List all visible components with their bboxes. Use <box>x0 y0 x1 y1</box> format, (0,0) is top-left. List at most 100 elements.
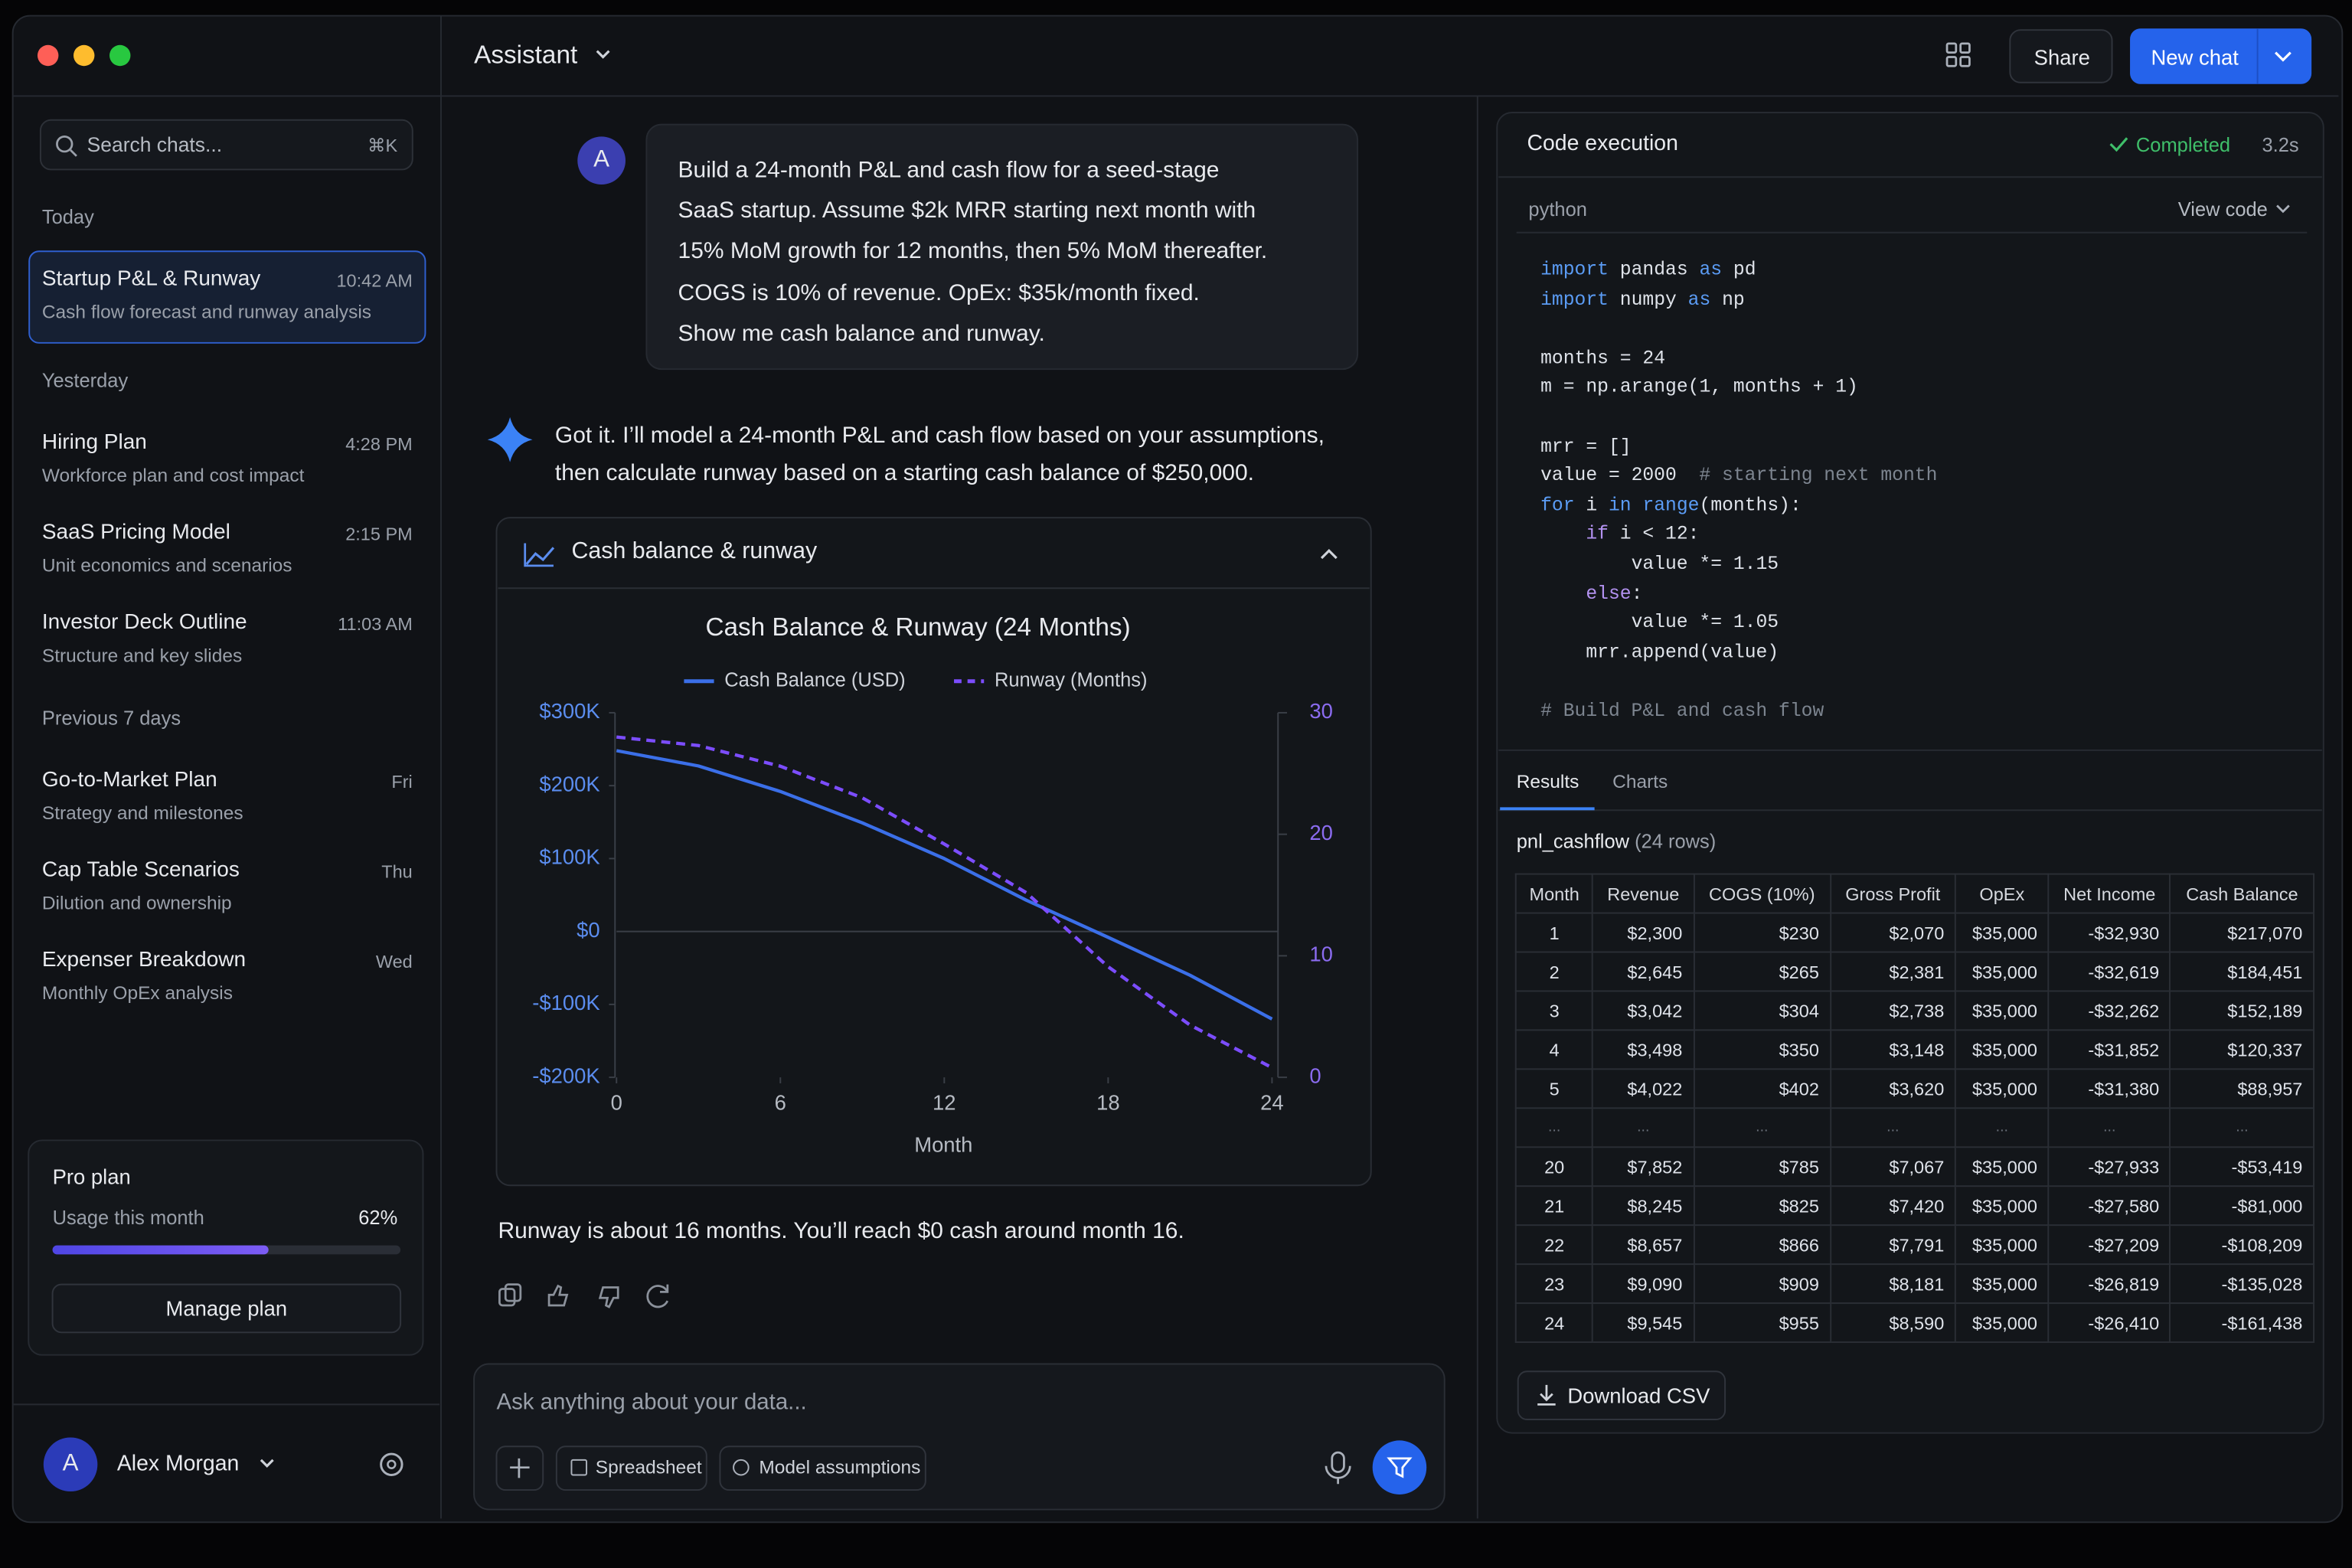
chat-time: 11:03 AM <box>338 613 413 635</box>
cell: $9,545 <box>1592 1302 1694 1344</box>
cell: $2,738 <box>1829 990 1956 1031</box>
column-header: OpEx <box>1954 873 2050 914</box>
chat-title[interactable]: Investor Deck Outline <box>41 610 247 635</box>
chat-title[interactable]: Startup P&L & Runway <box>41 266 261 292</box>
chip[interactable] <box>555 1446 707 1491</box>
cell: $2,381 <box>1829 951 1956 992</box>
chat-title[interactable]: SaaS Pricing Model <box>41 521 230 545</box>
share-label[interactable]: Share <box>2034 44 2090 70</box>
legend-label: Cash Balance (USD) <box>724 669 905 691</box>
download-button[interactable] <box>1517 1370 1726 1420</box>
cell: -$31,852 <box>2047 1029 2171 1070</box>
mic-icon[interactable] <box>1325 1465 1351 1485</box>
search-box[interactable] <box>39 119 413 171</box>
send-button[interactable] <box>1372 1440 1427 1494</box>
new-chat-button[interactable] <box>2130 28 2312 84</box>
search-icon <box>56 135 74 153</box>
send-icon <box>1387 1457 1413 1478</box>
y2-tick-label: 10 <box>1309 942 1333 966</box>
chip-label[interactable]: Spreadsheet <box>595 1456 702 1478</box>
cell: $909 <box>1693 1263 1831 1305</box>
collapse-icon[interactable] <box>1320 549 1338 560</box>
new-chat-label[interactable]: New chat <box>2151 44 2239 70</box>
minimize-dot[interactable] <box>74 44 95 67</box>
cell: -$32,930 <box>2047 912 2171 953</box>
download-label[interactable]: Download CSV <box>1567 1383 1710 1408</box>
message-line: Got it. I’ll model a 24-month P&L and ca… <box>554 423 1325 449</box>
sheet-icon <box>570 1459 588 1476</box>
user-avatar[interactable] <box>43 1437 98 1492</box>
cell: $7,420 <box>1829 1185 1956 1227</box>
panel-title: Code execution <box>1527 132 1678 156</box>
results-table: Month Revenue COGS (10%) Gross Profit OpEx Ne… <box>1514 873 2315 1344</box>
cell: $402 <box>1693 1068 1831 1109</box>
search-shortcut: ⌘K <box>368 135 398 156</box>
manage-plan-label[interactable]: Manage plan <box>165 1296 288 1321</box>
search-icon <box>70 149 77 157</box>
settings-icon[interactable] <box>380 1452 403 1476</box>
input-placeholder[interactable]: Ask anything about your data... <box>496 1389 807 1416</box>
manage-plan-button[interactable] <box>51 1283 402 1334</box>
cell: $350 <box>1693 1029 1831 1070</box>
message-actions[interactable] <box>498 1283 669 1308</box>
tab[interactable]: Results <box>1516 771 1579 792</box>
chat-subtitle: Monthly OpEx analysis <box>41 982 233 1004</box>
chat-title[interactable]: Go-to-Market Plan <box>41 768 217 792</box>
code-paragraph: # Build P&L and cash flow <box>1540 697 1937 727</box>
user-name[interactable]: Alex Morgan <box>116 1452 240 1477</box>
code-line: for i in range(months): <box>1540 495 1802 516</box>
cell: 3 <box>1514 990 1594 1031</box>
chat-time: Fri <box>391 771 413 792</box>
cell: $2,300 <box>1592 912 1694 953</box>
y-tick-label: $100K <box>539 845 599 869</box>
share-button[interactable] <box>2009 29 2113 83</box>
chevron[interactable] <box>260 1459 274 1468</box>
view-code[interactable]: View code <box>2177 198 2268 221</box>
assistant-message: Got it. I’ll model a 24-month P&L and ca… <box>555 419 1325 492</box>
cell: 22 <box>1514 1224 1594 1266</box>
code-line: # Build P&L and cash flow <box>1540 701 1824 722</box>
column-header: Revenue <box>1592 873 1694 914</box>
column-header: Cash Balance <box>2169 873 2315 914</box>
cell: $785 <box>1693 1146 1831 1187</box>
mic-icon[interactable] <box>1331 1451 1345 1473</box>
settings-icon[interactable] <box>387 1459 397 1469</box>
usage-value: 62% <box>358 1206 398 1230</box>
column-header: Net Income <box>2047 873 2171 914</box>
chat-title[interactable]: Cap Table Scenarios <box>41 858 240 883</box>
chat-title[interactable]: Hiring Plan <box>41 430 147 455</box>
chat-subtitle: Structure and key slides <box>41 645 243 667</box>
code-line: else: <box>1586 583 1643 604</box>
chat-subtitle: Unit economics and scenarios <box>41 555 292 577</box>
chevron[interactable] <box>596 50 610 59</box>
y2-tick-label: 0 <box>1309 1063 1321 1087</box>
table-row: 3 $3,042 $304 $2,738 $35,000 -$32,262 $152,189 <box>1514 990 2315 1031</box>
x-tick-label: 18 <box>1096 1091 1120 1115</box>
chip[interactable] <box>719 1446 926 1491</box>
search-placeholder[interactable]: Search chats... <box>87 133 223 156</box>
chart: Cash Balance & Runway (24 Months) Month … <box>532 613 1333 1157</box>
active-item[interactable] <box>28 250 426 344</box>
chat-subtitle: Strategy and milestones <box>41 802 243 824</box>
chat-time: 2:15 PM <box>345 523 413 545</box>
zoom-dot[interactable] <box>109 44 131 67</box>
legend-label: Runway (Months) <box>995 669 1148 691</box>
cell: -$26,410 <box>2047 1302 2171 1344</box>
chip-label[interactable]: Model assumptions <box>759 1456 921 1478</box>
message-line: COGS is 10% of revenue. OpEx: $35k/month… <box>678 279 1200 306</box>
close-dot[interactable] <box>37 44 59 67</box>
layout-icon[interactable] <box>1945 42 1971 67</box>
usage-label: Usage this month <box>52 1206 204 1230</box>
cell: $120,337 <box>2169 1029 2315 1070</box>
chevron[interactable] <box>2276 204 2290 214</box>
code-block: import pandas as pd import numpy as np mon… <box>1540 256 1937 756</box>
chevron[interactable] <box>2274 51 2292 62</box>
chart-title: Cash Balance & Runway (24 Months) <box>705 613 1130 642</box>
cell: $35,000 <box>1954 1185 2050 1227</box>
chat-title[interactable]: Expenser Breakdown <box>41 948 247 972</box>
cell: $265 <box>1693 951 1831 992</box>
tab[interactable]: Charts <box>1612 771 1668 792</box>
input-box[interactable] <box>473 1363 1446 1511</box>
cell: $35,000 <box>1954 1029 2050 1070</box>
